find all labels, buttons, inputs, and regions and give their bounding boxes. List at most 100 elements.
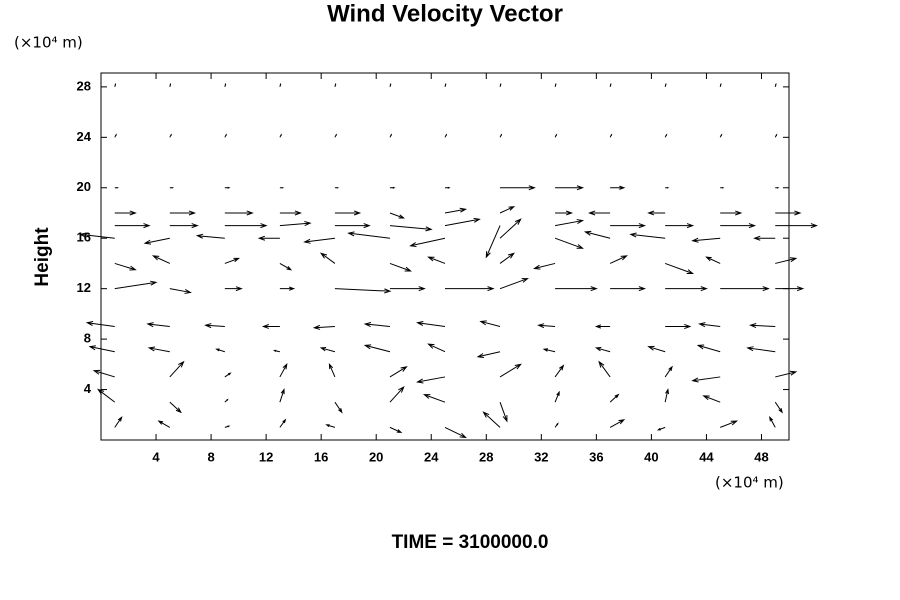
wind-vector <box>444 133 448 138</box>
wind-vector <box>85 320 115 327</box>
wind-vector <box>664 388 670 403</box>
wind-vector <box>691 376 721 383</box>
wind-vector <box>719 133 723 138</box>
wind-vector <box>499 133 503 138</box>
wind-vector <box>609 255 628 264</box>
y-tick-label: 4 <box>84 381 92 396</box>
wind-vector <box>594 347 611 353</box>
wind-vector <box>720 186 725 189</box>
x-tick-label: 44 <box>699 449 714 464</box>
wind-vector <box>169 401 182 414</box>
y-unit-label: (×10⁴ m) <box>14 34 83 52</box>
wind-vector <box>334 401 343 414</box>
wind-vector <box>416 320 446 327</box>
wind-vector <box>774 82 777 88</box>
x-tick-label: 36 <box>589 449 603 464</box>
wind-vector <box>261 324 280 329</box>
wind-vector <box>325 424 336 428</box>
wind-vector <box>774 133 778 138</box>
wind-vector <box>753 235 776 241</box>
wind-vector <box>554 237 584 249</box>
wind-vector <box>157 420 171 428</box>
wind-vector <box>609 133 613 138</box>
wind-vector <box>143 237 170 245</box>
x-tick-label: 48 <box>754 449 768 464</box>
wind-vector <box>389 133 393 138</box>
wind-vector <box>647 210 666 216</box>
wind-vector <box>169 186 175 189</box>
wind-vector <box>499 278 529 290</box>
wind-vector <box>775 286 805 292</box>
wind-vector <box>389 212 406 219</box>
wind-vector <box>279 263 293 271</box>
wind-vector <box>610 286 646 292</box>
wind-vector <box>664 133 668 138</box>
wind-vector <box>499 401 508 423</box>
wind-vector <box>656 426 666 431</box>
wind-vector <box>775 257 798 264</box>
wind-vector <box>389 262 412 272</box>
wind-vector <box>114 186 119 189</box>
y-axis-label: Height <box>32 227 53 287</box>
wind-vector <box>665 286 708 292</box>
wind-vector <box>533 262 556 270</box>
wind-vector <box>147 346 170 353</box>
wind-vector <box>169 82 172 88</box>
wind-vector <box>629 232 666 239</box>
wind-vector <box>169 133 172 138</box>
wind-vector <box>445 286 495 292</box>
wind-vector <box>114 416 123 428</box>
wind-vector <box>389 385 405 403</box>
wind-vector <box>279 286 296 291</box>
wind-vector <box>389 82 392 88</box>
wind-vector <box>500 185 536 191</box>
wind-vector <box>554 390 560 403</box>
wind-vector <box>114 133 117 138</box>
wind-vector <box>665 223 695 229</box>
wind-vector <box>554 82 557 88</box>
y-tick-label: 8 <box>84 331 91 346</box>
wind-vector <box>610 185 626 190</box>
wind-vector <box>389 426 403 434</box>
wind-vector <box>665 323 692 330</box>
wind-vector <box>720 223 757 229</box>
y-tick-label: 12 <box>77 280 91 295</box>
wind-vector <box>363 344 391 353</box>
wind-vector <box>334 82 337 88</box>
wind-vector <box>312 324 335 330</box>
wind-vector <box>427 256 446 264</box>
wind-vector <box>224 286 243 292</box>
wind-vector <box>775 186 780 189</box>
wind-vector <box>485 225 501 259</box>
wind-vector <box>774 401 783 414</box>
wind-vector <box>664 82 667 88</box>
wind-vector <box>554 133 558 138</box>
wind-vector <box>696 344 721 353</box>
wind-vector <box>769 416 776 428</box>
wind-vector <box>691 237 721 243</box>
wind-vector <box>664 262 695 275</box>
wind-vector <box>482 411 501 428</box>
wind-vector <box>334 133 338 138</box>
wind-vector <box>499 363 522 378</box>
wind-vector <box>389 186 396 189</box>
wind-vector <box>328 362 336 378</box>
wind-vector <box>363 322 391 328</box>
wind-vector <box>554 219 585 227</box>
wind-vector <box>114 262 137 271</box>
wind-vector <box>444 207 468 214</box>
wind-vector <box>499 252 515 264</box>
y-tick-label: 20 <box>77 179 91 194</box>
wind-vector <box>609 393 620 403</box>
wind-vector <box>279 133 282 138</box>
y-tick-label: 24 <box>77 129 92 144</box>
wind-vector <box>554 364 565 378</box>
wind-vector <box>279 221 312 227</box>
wind-vector <box>445 186 451 189</box>
wind-vector <box>224 186 231 189</box>
wind-vector <box>279 82 282 88</box>
wind-vector <box>272 349 280 353</box>
x-tick-label: 4 <box>152 449 160 464</box>
wind-vector <box>389 366 408 378</box>
